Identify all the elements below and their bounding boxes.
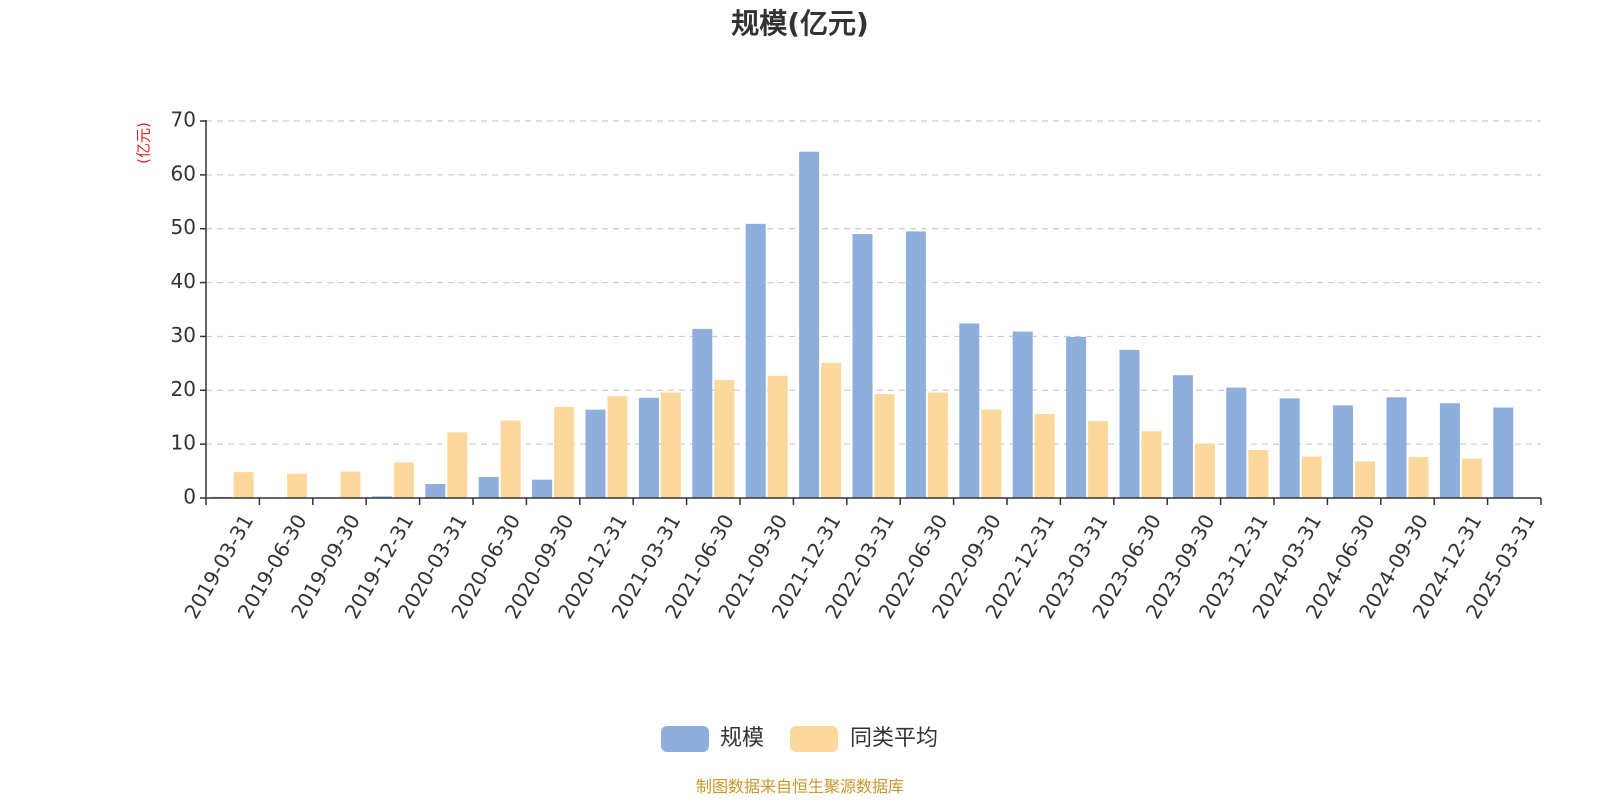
bar-peer-average xyxy=(1141,431,1162,498)
chart-title: 规模(亿元) xyxy=(731,7,869,40)
y-tick-label: 50 xyxy=(171,215,196,239)
y-axis-label: (亿元) xyxy=(135,122,153,164)
bar-peer-average xyxy=(500,420,521,498)
bar-peer-average xyxy=(1034,413,1055,498)
bar-scale xyxy=(1333,405,1354,498)
bar-scale xyxy=(1119,349,1140,498)
bar-scale xyxy=(1279,398,1300,498)
bar-scale xyxy=(478,476,499,498)
bar-scale xyxy=(799,151,820,498)
grid-lines xyxy=(206,120,1541,445)
bar-peer-average xyxy=(1355,461,1376,498)
legend: 规模 同类平均 xyxy=(661,726,938,752)
bar-scale xyxy=(852,234,873,498)
bar-peer-average xyxy=(554,406,575,498)
bar-peer-average xyxy=(767,375,788,498)
bar-peer-average xyxy=(393,462,414,498)
x-tick-labels: 2019-03-312019-06-302019-09-302019-12-31… xyxy=(179,498,1542,623)
axes xyxy=(205,120,1541,499)
bar-scale xyxy=(1386,397,1407,498)
bar-peer-average xyxy=(1408,457,1429,498)
bar-peer-average xyxy=(233,472,254,498)
y-tick-label: 30 xyxy=(171,323,196,347)
bar-peer-average xyxy=(981,409,1002,498)
bar-scale xyxy=(1012,331,1033,498)
bar-peer-average xyxy=(927,392,948,498)
legend-label: 规模 xyxy=(720,726,764,751)
legend-label: 同类平均 xyxy=(850,726,938,751)
bar-scale xyxy=(1439,403,1460,498)
bar-peer-average xyxy=(660,392,681,498)
bar-scale xyxy=(745,223,766,499)
bar-peer-average xyxy=(287,473,308,498)
bar-scale xyxy=(638,397,659,498)
y-tick-label: 60 xyxy=(171,161,196,185)
bar-scale xyxy=(1226,387,1247,498)
y-tick-label: 20 xyxy=(171,377,196,401)
bar-peer-average xyxy=(1088,420,1109,498)
bar-peer-average xyxy=(1461,458,1482,498)
bar-scale xyxy=(532,479,553,498)
y-tick-label: 70 xyxy=(171,108,196,132)
bar-peer-average xyxy=(1301,456,1322,498)
bar-peer-average xyxy=(874,394,895,498)
bar-scale xyxy=(1066,336,1087,498)
bar-scale xyxy=(1493,407,1514,498)
bar-scale xyxy=(905,231,926,498)
bar-peer-average xyxy=(1248,450,1269,498)
y-tick-label: 10 xyxy=(171,431,196,455)
y-tick-labels: 0 10 20 30 40 50 60 70 xyxy=(171,108,206,509)
bar-peer-average xyxy=(340,471,361,498)
bar-peer-average xyxy=(821,362,842,498)
bar-scale xyxy=(371,496,392,498)
bar-scale xyxy=(1172,375,1193,498)
bar-peer-average xyxy=(714,380,735,498)
bar-peer-average xyxy=(607,396,628,498)
source-note: 制图数据来自恒生聚源数据库 xyxy=(696,777,904,796)
y-tick-label: 0 xyxy=(183,485,196,509)
bar-scale xyxy=(959,323,980,498)
bar-peer-average xyxy=(1194,443,1215,498)
legend-swatch xyxy=(661,726,709,752)
bar-peer-average xyxy=(447,432,468,498)
bars xyxy=(211,151,1514,499)
legend-swatch xyxy=(790,726,838,752)
bar-scale xyxy=(425,483,446,498)
bar-scale xyxy=(585,409,606,498)
y-tick-label: 40 xyxy=(171,269,196,293)
bar-scale xyxy=(692,328,713,498)
